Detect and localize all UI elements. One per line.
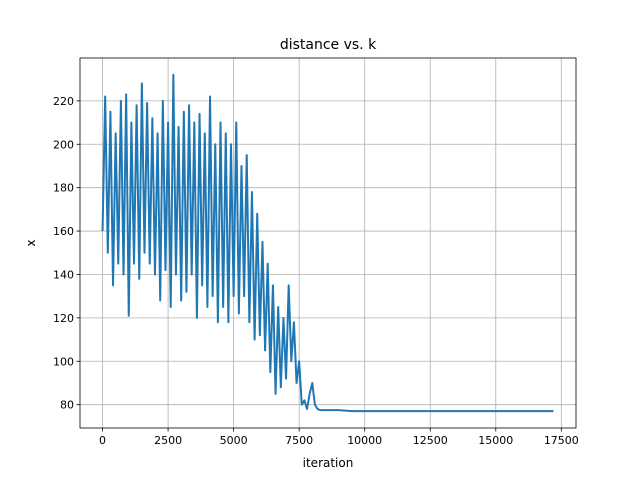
axes-frame [79, 57, 577, 429]
y-tick-label: 160 [53, 225, 74, 238]
plot [101, 73, 554, 413]
y-tick-label: 100 [53, 355, 74, 368]
grid [80, 58, 576, 428]
y-tick-label: 220 [53, 95, 74, 108]
y-tick-label: 200 [53, 138, 74, 151]
line-series [101, 73, 554, 413]
x-tick-label: 10000 [347, 434, 382, 447]
y-tick-label: 140 [53, 268, 74, 281]
y-tick-label: 180 [53, 182, 74, 195]
x-tick-label: 7500 [285, 434, 313, 447]
y-axis-label: x [24, 239, 38, 246]
y-tick-label: 120 [53, 312, 74, 325]
x-tick-label: 5000 [220, 434, 248, 447]
x-tick-label: 2500 [154, 434, 182, 447]
chart-title: distance vs. k [280, 37, 377, 53]
x-tick-label: 0 [99, 434, 106, 447]
x-tick-label: 15000 [478, 434, 513, 447]
y-tick-label: 80 [60, 399, 74, 412]
x-tick-label: 17500 [544, 434, 579, 447]
x-tick-label: 12500 [413, 434, 448, 447]
x-axis-label: iteration [303, 456, 354, 470]
